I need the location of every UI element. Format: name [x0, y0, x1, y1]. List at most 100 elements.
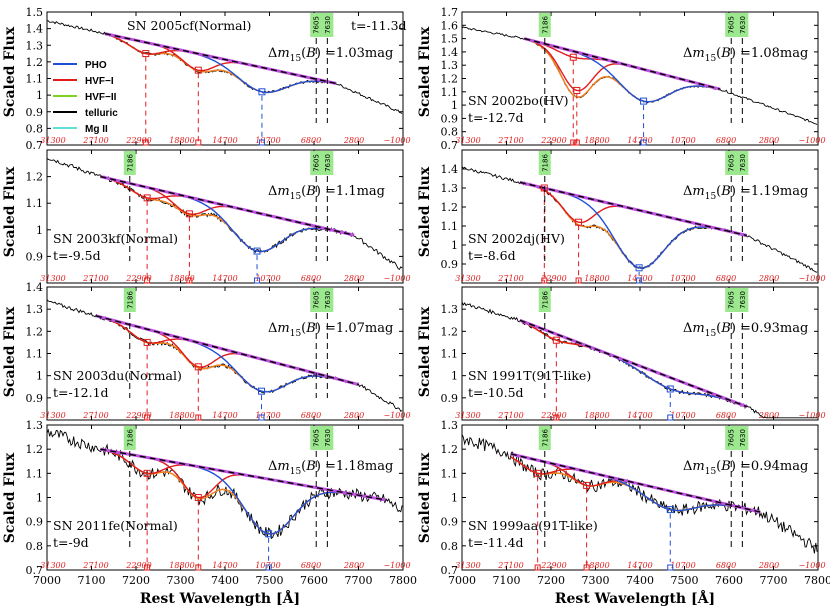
decline-rate-label: Δm15(B) =0.93mag: [683, 321, 808, 339]
panel-frame: [461, 286, 819, 421]
velocity-tick-label: 22900: [125, 136, 151, 145]
telluric-label: 7630: [324, 154, 332, 172]
pho-velocity-marker: [667, 414, 674, 421]
hvf1-velocity-marker: [573, 139, 580, 146]
decline-rate-value: =1.18mag: [325, 459, 393, 474]
y-tick-label: 1: [36, 224, 43, 237]
continuum-fit: [104, 32, 337, 85]
epoch-label: t=-10.5d: [468, 385, 524, 400]
x-tick-label: 7000: [33, 574, 61, 587]
y-tick-label: 0.8: [26, 540, 44, 553]
velocity-tick-label: 2800: [343, 136, 364, 145]
velocity-tick-label: 18800: [169, 136, 194, 145]
y-tick-label: 1.1: [441, 467, 459, 480]
velocity-tick-label: −1000: [383, 136, 410, 145]
y-tick-label: 1.4: [26, 281, 44, 294]
telluric-label: 7186: [126, 291, 134, 309]
telluric-label-box: [538, 426, 551, 450]
velocity-tick-label: 22900: [125, 411, 151, 420]
velocity-tick-label: 31300: [40, 411, 65, 420]
velocity-tick-label: 2800: [758, 411, 779, 420]
legend-label: PHO: [85, 60, 107, 71]
velocity-tick-label: 6800: [301, 136, 321, 145]
velocity-tick-label: 2800: [343, 411, 364, 420]
pho-min-marker: [257, 387, 265, 395]
epoch-label: t=-12.7d: [468, 110, 524, 125]
telluric-label: 7186: [126, 429, 134, 447]
telluric-label-box: [538, 151, 551, 175]
velocity-tick-label: −1000: [383, 411, 410, 420]
y-tick-label: 1.1: [26, 197, 44, 210]
telluric-label: 7605: [728, 154, 736, 172]
panel-frame: [461, 149, 819, 284]
y-tick-label: 1.1: [441, 86, 459, 99]
y-axis-label-right: Scaled Flux: [417, 26, 433, 117]
velocity-tick-label: 2800: [343, 561, 364, 570]
decline-rate-label: Δm15(B) =1.1mag: [268, 184, 385, 202]
telluric-label: 7630: [739, 154, 747, 172]
velocity-tick-label: 10700: [670, 561, 695, 570]
velocity-tick-label: 10700: [670, 136, 695, 145]
decline-rate-label: Δm15(B) =1.03mag: [268, 46, 393, 64]
legend-label: Mg II: [85, 124, 108, 135]
hvf1-velocity-marker: [575, 277, 582, 284]
decline-rate-value: =0.93mag: [740, 321, 808, 336]
y-axis-label-left: Scaled Flux: [2, 452, 18, 543]
velocity-tick-label: 31300: [455, 411, 480, 420]
x-tick-label: 7600: [715, 574, 743, 587]
panel-sn-1991t-91t-like-: 31300 27100 22900 18800 14700 10700 6800 2800 −1…: [441, 286, 826, 421]
velocity-tick-label: 18800: [584, 561, 609, 570]
y-tick-label: 1.4: [26, 23, 44, 36]
y-axis-label-left: Scaled Flux: [2, 26, 18, 117]
epoch-label: t=-8.6d: [468, 248, 516, 263]
velocity-tick-label: 6800: [716, 274, 736, 283]
y-tick-label: 1.2: [441, 73, 459, 86]
y-tick-label: 1: [451, 239, 458, 252]
velocity-tick-label: 31300: [455, 561, 480, 570]
telluric-label: 7186: [541, 16, 549, 34]
panel-frame: [46, 149, 404, 284]
y-tick-label: 1.1: [26, 73, 44, 86]
telluric-label: 7186: [541, 154, 549, 172]
observed-spectrum: [461, 301, 818, 419]
y-tick-label: 1.3: [441, 303, 459, 316]
telluric-label: 7605: [313, 154, 321, 172]
telluric-label-box: [321, 13, 334, 37]
y-axis-label-left: Scaled Flux: [2, 166, 18, 257]
y-tick-label: 1.2: [441, 443, 459, 456]
decline-rate-value: =1.07mag: [325, 321, 393, 336]
legend-label: HVF−I: [85, 76, 114, 87]
telluric-label-box: [123, 151, 136, 175]
velocity-tick-label: 6800: [716, 411, 736, 420]
y-tick-label: 1.5: [26, 6, 44, 19]
y-tick-label: 1.3: [26, 39, 44, 52]
legend-label: telluric: [85, 108, 118, 119]
telluric-label: 7630: [739, 16, 747, 34]
y-tick-label: 1.1: [441, 220, 459, 233]
x-tick-label: 7300: [167, 574, 195, 587]
decline-rate-label: Δm15(B) =0.94mag: [683, 459, 808, 477]
pseudo-continuum: [100, 448, 386, 501]
epoch-label: t=-9.5d: [53, 248, 101, 263]
telluric-label-box: [538, 288, 551, 312]
observed-spectrum: [461, 434, 818, 554]
decline-rate-value: =0.94mag: [740, 459, 808, 474]
velocity-tick-label: −1000: [383, 274, 410, 283]
hvf1-velocity-marker: [195, 564, 202, 571]
panel-frame: [46, 286, 404, 421]
telluric-label-box: [725, 151, 738, 175]
legend-label: HVF−II: [85, 92, 117, 103]
y-tick-label: 1.4: [441, 163, 459, 176]
y-tick-label: 0.9: [441, 392, 459, 405]
telluric-label: 7630: [324, 291, 332, 309]
telluric-label: 7186: [126, 154, 134, 172]
y-tick-label: 0.7: [441, 564, 459, 577]
pho-min-marker: [265, 530, 273, 538]
y-tick-label: 0.9: [26, 106, 44, 119]
telluric-label: 7605: [313, 429, 321, 447]
y-axis-label-right: Scaled Flux: [417, 452, 433, 543]
pho-min-marker: [640, 97, 648, 105]
velocity-tick-label: 10700: [670, 274, 695, 283]
telluric-label: 7630: [324, 429, 332, 447]
velocity-tick-label: −1000: [798, 561, 825, 570]
